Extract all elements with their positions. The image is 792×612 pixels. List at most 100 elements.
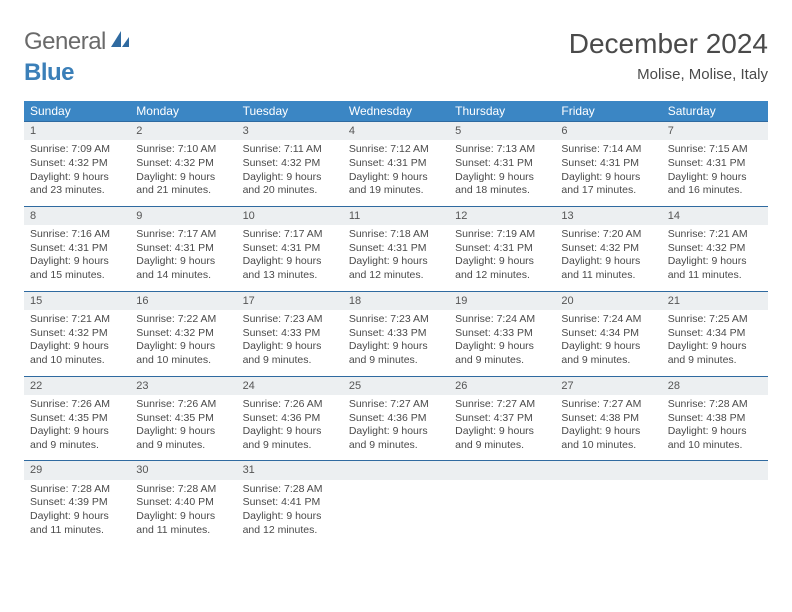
weekday-header: Sunday [24,101,130,121]
day-body: Sunrise: 7:15 AMSunset: 4:31 PMDaylight:… [662,140,768,206]
daylight-text-2: and 13 minutes. [243,269,337,283]
sunset-text: Sunset: 4:32 PM [30,327,124,341]
day-body: Sunrise: 7:20 AMSunset: 4:32 PMDaylight:… [555,225,661,291]
day-number: 1 [24,121,130,140]
day-body: Sunrise: 7:25 AMSunset: 4:34 PMDaylight:… [662,310,768,376]
day-cell: 12Sunrise: 7:19 AMSunset: 4:31 PMDayligh… [449,206,555,291]
sunrise-text: Sunrise: 7:11 AM [243,143,337,157]
daylight-text-2: and 15 minutes. [30,269,124,283]
day-number: 14 [662,206,768,225]
daylight-text-2: and 11 minutes. [30,524,124,538]
day-cell: 10Sunrise: 7:17 AMSunset: 4:31 PMDayligh… [237,206,343,291]
day-cell: 16Sunrise: 7:22 AMSunset: 4:32 PMDayligh… [130,291,236,376]
location-label: Molise, Molise, Italy [569,66,768,83]
day-body: Sunrise: 7:26 AMSunset: 4:35 PMDaylight:… [24,395,130,461]
sunrise-text: Sunrise: 7:17 AM [243,228,337,242]
sunset-text: Sunset: 4:31 PM [668,157,762,171]
day-body: Sunrise: 7:17 AMSunset: 4:31 PMDaylight:… [130,225,236,291]
sunset-text: Sunset: 4:31 PM [30,242,124,256]
daylight-text-1: Daylight: 9 hours [136,171,230,185]
day-body: Sunrise: 7:27 AMSunset: 4:38 PMDaylight:… [555,395,661,461]
sunset-text: Sunset: 4:32 PM [136,327,230,341]
daylight-text-1: Daylight: 9 hours [136,255,230,269]
daylight-text-1: Daylight: 9 hours [30,255,124,269]
daylight-text-2: and 11 minutes. [136,524,230,538]
sunrise-text: Sunrise: 7:18 AM [349,228,443,242]
sunset-text: Sunset: 4:35 PM [30,412,124,426]
weekday-header: Monday [130,101,236,121]
day-cell: 20Sunrise: 7:24 AMSunset: 4:34 PMDayligh… [555,291,661,376]
logo-text-1: General [24,28,106,56]
daylight-text-1: Daylight: 9 hours [136,510,230,524]
daylight-text-2: and 9 minutes. [455,354,549,368]
daylight-text-1: Daylight: 9 hours [30,171,124,185]
day-number: 21 [662,291,768,310]
day-body: Sunrise: 7:26 AMSunset: 4:36 PMDaylight:… [237,395,343,461]
day-number: 20 [555,291,661,310]
daylight-text-2: and 12 minutes. [349,269,443,283]
week-row: 1Sunrise: 7:09 AMSunset: 4:32 PMDaylight… [24,121,768,206]
day-body: Sunrise: 7:24 AMSunset: 4:34 PMDaylight:… [555,310,661,376]
sunset-text: Sunset: 4:32 PM [668,242,762,256]
daylight-text-2: and 14 minutes. [136,269,230,283]
daylight-text-2: and 11 minutes. [561,269,655,283]
day-cell: 27Sunrise: 7:27 AMSunset: 4:38 PMDayligh… [555,376,661,461]
day-number: 30 [130,460,236,479]
day-cell: 19Sunrise: 7:24 AMSunset: 4:33 PMDayligh… [449,291,555,376]
daylight-text-1: Daylight: 9 hours [136,425,230,439]
day-body: Sunrise: 7:27 AMSunset: 4:37 PMDaylight:… [449,395,555,461]
daylight-text-1: Daylight: 9 hours [455,171,549,185]
daylight-text-1: Daylight: 9 hours [455,255,549,269]
logo-text-2: Blue [24,59,74,87]
daylight-text-2: and 9 minutes. [349,354,443,368]
daylight-text-2: and 17 minutes. [561,184,655,198]
sunrise-text: Sunrise: 7:28 AM [668,398,762,412]
day-number: 19 [449,291,555,310]
sunset-text: Sunset: 4:34 PM [561,327,655,341]
calendar-page: General December 2024 Molise, Molise, It… [0,0,792,545]
daylight-text-2: and 16 minutes. [668,184,762,198]
sunset-text: Sunset: 4:32 PM [30,157,124,171]
sunset-text: Sunset: 4:38 PM [561,412,655,426]
day-number: 13 [555,206,661,225]
sunset-text: Sunset: 4:31 PM [561,157,655,171]
daylight-text-1: Daylight: 9 hours [349,425,443,439]
day-body: Sunrise: 7:21 AMSunset: 4:32 PMDaylight:… [24,310,130,376]
day-cell: 6Sunrise: 7:14 AMSunset: 4:31 PMDaylight… [555,121,661,206]
sunrise-text: Sunrise: 7:15 AM [668,143,762,157]
sunrise-text: Sunrise: 7:21 AM [668,228,762,242]
daylight-text-1: Daylight: 9 hours [349,255,443,269]
weekday-header: Thursday [449,101,555,121]
day-body: Sunrise: 7:28 AMSunset: 4:41 PMDaylight:… [237,480,343,546]
day-number: 11 [343,206,449,225]
day-cell: 28Sunrise: 7:28 AMSunset: 4:38 PMDayligh… [662,376,768,461]
day-cell: 21Sunrise: 7:25 AMSunset: 4:34 PMDayligh… [662,291,768,376]
sunrise-text: Sunrise: 7:21 AM [30,313,124,327]
sunset-text: Sunset: 4:41 PM [243,496,337,510]
day-cell: 8Sunrise: 7:16 AMSunset: 4:31 PMDaylight… [24,206,130,291]
sunrise-text: Sunrise: 7:17 AM [136,228,230,242]
day-body: Sunrise: 7:13 AMSunset: 4:31 PMDaylight:… [449,140,555,206]
day-number: 16 [130,291,236,310]
day-number: 6 [555,121,661,140]
sunset-text: Sunset: 4:38 PM [668,412,762,426]
day-cell: 5Sunrise: 7:13 AMSunset: 4:31 PMDaylight… [449,121,555,206]
day-body: Sunrise: 7:23 AMSunset: 4:33 PMDaylight:… [237,310,343,376]
daylight-text-2: and 9 minutes. [561,354,655,368]
day-cell: 4Sunrise: 7:12 AMSunset: 4:31 PMDaylight… [343,121,449,206]
daylight-text-2: and 12 minutes. [243,524,337,538]
sunrise-text: Sunrise: 7:24 AM [455,313,549,327]
sunrise-text: Sunrise: 7:27 AM [455,398,549,412]
weekday-header: Tuesday [237,101,343,121]
week-row: 15Sunrise: 7:21 AMSunset: 4:32 PMDayligh… [24,291,768,376]
day-body: Sunrise: 7:11 AMSunset: 4:32 PMDaylight:… [237,140,343,206]
day-cell: 1Sunrise: 7:09 AMSunset: 4:32 PMDaylight… [24,121,130,206]
sunrise-text: Sunrise: 7:27 AM [349,398,443,412]
day-number: 25 [343,376,449,395]
day-cell [449,460,555,545]
sunset-text: Sunset: 4:40 PM [136,496,230,510]
day-cell: 11Sunrise: 7:18 AMSunset: 4:31 PMDayligh… [343,206,449,291]
brand-logo: General [24,28,131,56]
day-number: 9 [130,206,236,225]
sunrise-text: Sunrise: 7:26 AM [136,398,230,412]
